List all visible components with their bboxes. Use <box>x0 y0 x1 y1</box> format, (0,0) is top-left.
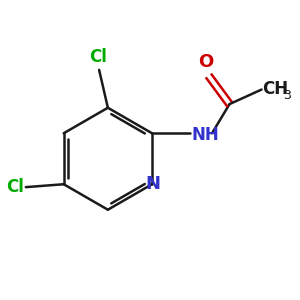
Text: 3: 3 <box>283 89 291 102</box>
Text: O: O <box>198 53 213 71</box>
Text: N: N <box>146 175 161 193</box>
Text: NH: NH <box>191 126 219 144</box>
Text: Cl: Cl <box>89 47 106 65</box>
Text: Cl: Cl <box>7 178 24 196</box>
Text: CH: CH <box>262 80 289 98</box>
